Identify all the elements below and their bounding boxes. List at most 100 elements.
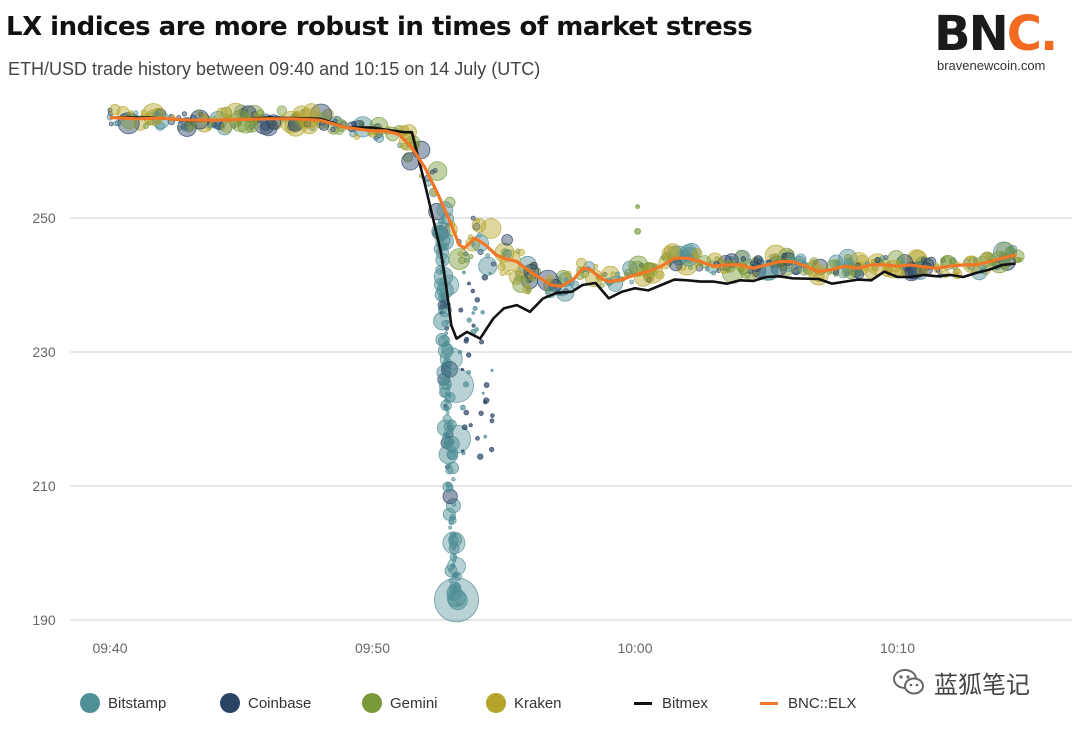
axis-labels-layer: 190 210 230 250 09:40 09:50 10:00 10:10 <box>32 210 915 656</box>
trade-bubble-coinbase <box>489 418 495 424</box>
logo-mark-prefix: BN <box>934 6 1009 62</box>
y-tick-label: 190 <box>32 612 56 628</box>
trade-bubble-bitstamp <box>443 441 449 447</box>
trade-bubble-bitstamp <box>445 411 450 415</box>
trade-bubble-coinbase <box>753 257 759 263</box>
watermark: 蓝狐笔记 <box>892 664 1052 700</box>
trade-bubble-gemini <box>142 122 150 129</box>
trade-bubble-coinbase <box>458 307 464 313</box>
trade-bubble-bitstamp <box>451 477 456 482</box>
trade-bubble-bitstamp <box>485 253 491 259</box>
logo-url: bravenewcoin.com <box>937 58 1046 73</box>
trade-bubble-bitstamp <box>218 123 226 131</box>
trade-bubble-bitstamp <box>704 266 710 272</box>
series-line-bncelx <box>109 115 1017 288</box>
legend-label: Bitstamp <box>108 694 167 712</box>
trade-bubble-bitstamp <box>447 557 466 576</box>
chart-legend: Bitstamp Coinbase Gemini Kraken Bitmex BNC::E… <box>0 688 1080 718</box>
trade-bubble-kraken <box>886 267 892 273</box>
trade-bubble-kraken <box>353 133 360 140</box>
trade-bubble-bitstamp <box>466 317 472 323</box>
trade-bubble-coinbase <box>478 410 484 416</box>
trade-bubble-coinbase <box>781 252 787 259</box>
trade-bubble-coinbase <box>330 126 336 133</box>
trade-bubble-coinbase <box>483 382 490 388</box>
trade-bubble-bitstamp <box>445 406 450 412</box>
trade-bubble-bitstamp <box>472 305 478 311</box>
legend-item-bncelx: BNC::ELX <box>760 688 856 718</box>
trade-bubble-coinbase <box>444 326 450 331</box>
x-tick-label: 09:50 <box>355 640 390 656</box>
trade-bubble-bitstamp <box>436 419 454 437</box>
trade-bubble-kraken <box>870 259 876 264</box>
trade-bubble-kraken <box>467 234 474 240</box>
trade-bubble-coinbase <box>481 274 488 281</box>
trade-bubble-coinbase <box>501 234 513 246</box>
trade-bubble-bitstamp <box>112 120 119 127</box>
trade-bubble-bitstamp <box>180 122 189 131</box>
trade-bubble-kraken <box>593 263 599 269</box>
trade-bubble-coinbase <box>874 257 881 264</box>
trade-bubble-kraken <box>471 218 487 233</box>
trade-bubble-bitstamp <box>459 404 466 411</box>
trade-bubble-bitstamp <box>434 577 479 623</box>
trade-bubble-bitstamp <box>445 319 450 324</box>
trade-bubble-kraken <box>201 113 208 120</box>
trade-bubble-coinbase <box>437 300 447 310</box>
trade-bubble-kraken <box>522 284 533 295</box>
trade-bubble-coinbase <box>463 409 470 416</box>
trade-bubble-coinbase <box>471 323 476 328</box>
trade-bubble-kraken <box>322 108 334 121</box>
trade-bubble-coinbase <box>488 446 495 453</box>
x-tick-label: 10:00 <box>617 640 652 656</box>
x-tick-label: 10:10 <box>880 640 915 656</box>
trade-bubble-coinbase <box>602 271 608 277</box>
watermark-text: 蓝狐笔记 <box>934 670 1030 699</box>
trade-bubble-coinbase <box>479 339 485 345</box>
trade-bubble-bitstamp <box>483 434 488 439</box>
trade-bubble-kraken <box>293 111 299 117</box>
trade-bubble-bitstamp <box>154 110 160 116</box>
trade-bubble-coinbase <box>474 297 481 303</box>
trade-bubble-bitstamp <box>448 525 453 530</box>
trade-bubble-gemini <box>195 109 202 116</box>
trade-bubble-kraken <box>142 103 165 126</box>
y-tick-label: 250 <box>32 210 56 226</box>
trade-bubble-bitstamp <box>466 370 472 375</box>
legend-label: Gemini <box>390 694 438 712</box>
trade-bubble-bitstamp <box>437 334 451 348</box>
trade-bubble-kraken <box>983 251 991 259</box>
trade-bubble-gemini <box>220 106 233 119</box>
trade-bubble-coinbase <box>211 122 218 128</box>
legend-item-bitstamp: Bitstamp <box>80 688 166 718</box>
trade-bubble-bitstamp <box>446 461 460 475</box>
trade-bubble-kraken <box>480 218 502 239</box>
trade-bubble-bitstamp <box>462 381 469 388</box>
trade-bubble-bitstamp <box>452 559 457 563</box>
legend-dot-swatch <box>486 693 506 713</box>
trade-bubble-coinbase <box>460 367 464 372</box>
trade-bubble-bitstamp <box>789 255 795 261</box>
trade-bubble-bitstamp <box>478 256 498 276</box>
trade-bubble-bitstamp <box>448 594 455 600</box>
trade-bubble-coinbase <box>432 168 438 173</box>
trade-bubble-coinbase <box>466 352 472 358</box>
trade-bubble-gemini <box>634 227 642 235</box>
trade-bubble-bitstamp <box>449 535 459 546</box>
legend-label: Bitmex <box>662 694 708 712</box>
trade-bubble-bitstamp <box>490 368 494 372</box>
trade-bubble-kraken <box>865 267 877 280</box>
trade-bubble-bitstamp <box>502 249 512 259</box>
legend-dot-swatch <box>362 693 382 713</box>
logo-mark: BNC. <box>934 8 1074 60</box>
trade-bubble-bitstamp <box>481 391 485 395</box>
trade-bubble-kraken <box>505 270 511 276</box>
trade-bubble-bitstamp <box>786 266 792 273</box>
wechat-icon <box>893 669 924 695</box>
y-tick-label: 230 <box>32 344 56 360</box>
trade-bubble-bitstamp <box>480 310 485 315</box>
trade-bubble-kraken <box>953 267 961 275</box>
trade-bubble-bitstamp <box>461 450 466 456</box>
trade-bubble-gemini <box>444 196 456 209</box>
